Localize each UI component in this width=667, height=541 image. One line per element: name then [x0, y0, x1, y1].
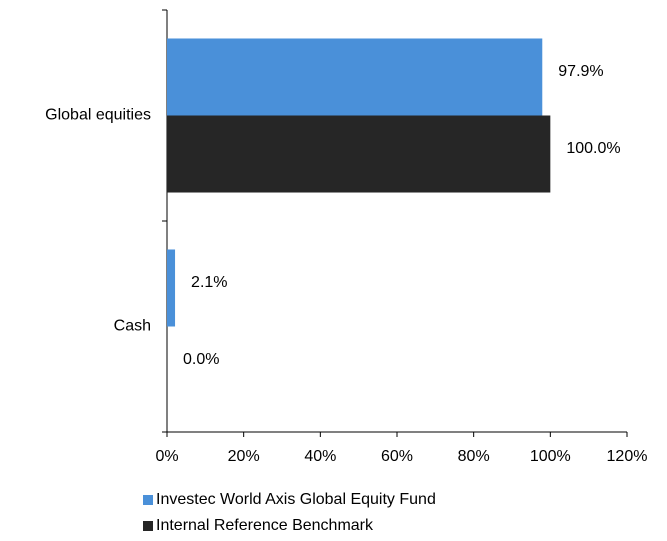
legend-swatch [143, 521, 153, 531]
value-label: 100.0% [566, 140, 620, 157]
x-tick-label: 80% [458, 448, 490, 465]
x-tick-label: 20% [228, 448, 260, 465]
x-tick-label: 40% [304, 448, 336, 465]
value-label: 0.0% [183, 351, 219, 368]
x-tick-label: 0% [155, 448, 178, 465]
value-label: 97.9% [558, 63, 603, 80]
x-tick-label: 60% [381, 448, 413, 465]
y-tick-label: Global equities [45, 107, 151, 124]
bar [167, 115, 551, 193]
x-tick-label: 120% [607, 448, 648, 465]
x-tick-label: 100% [530, 448, 571, 465]
y-tick-label: Cash [114, 318, 151, 335]
value-label: 2.1% [191, 274, 227, 291]
legend-label: Investec World Axis Global Equity Fund [156, 491, 436, 508]
legend-swatch [143, 495, 153, 505]
bar [167, 38, 543, 116]
bar [167, 249, 176, 327]
legend-label: Internal Reference Benchmark [156, 517, 374, 534]
